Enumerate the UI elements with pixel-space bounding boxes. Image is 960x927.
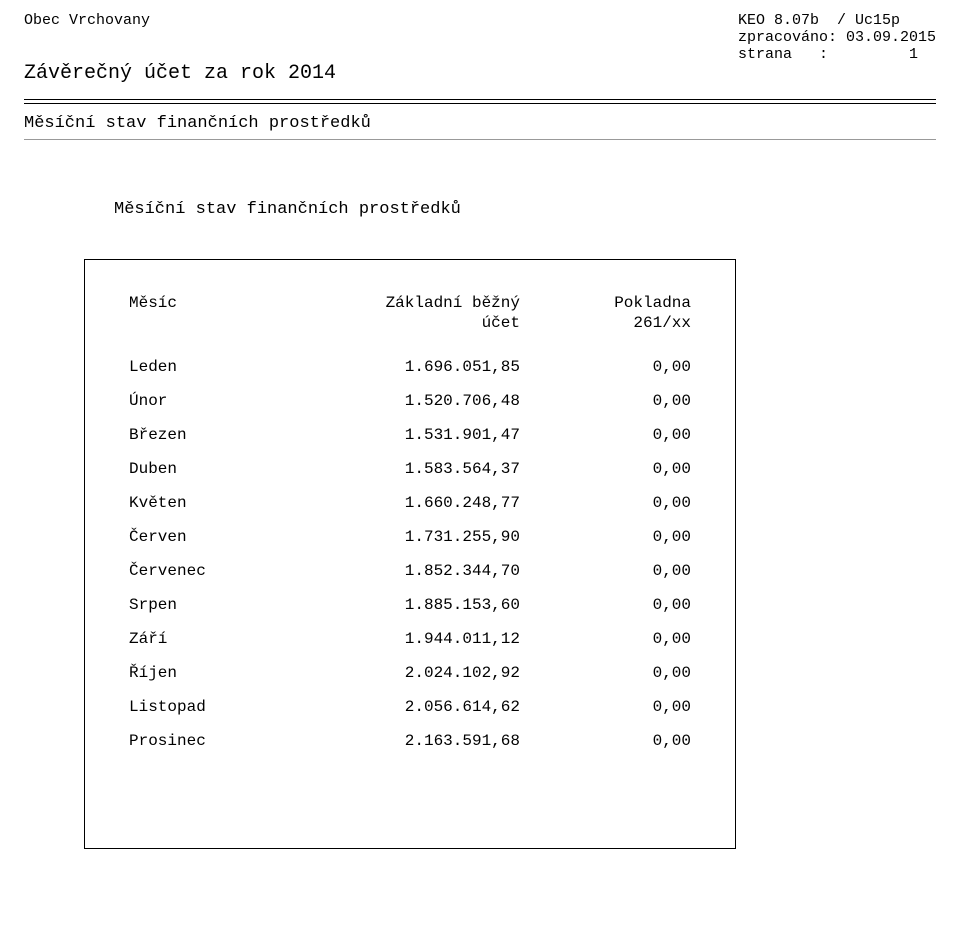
table-row: Červenec1.852.344,700,00 bbox=[125, 554, 695, 588]
section-rule bbox=[24, 139, 936, 140]
processed-date: 03.09.2015 bbox=[846, 29, 936, 46]
table-row: Únor1.520.706,480,00 bbox=[125, 384, 695, 418]
cell-cash: 0,00 bbox=[524, 690, 695, 724]
page-line: strana : 1 bbox=[738, 46, 936, 63]
cell-month: Únor bbox=[125, 384, 307, 418]
cell-account: 1.944.011,12 bbox=[307, 622, 524, 656]
cell-month: Březen bbox=[125, 418, 307, 452]
cell-month: Duben bbox=[125, 452, 307, 486]
cell-cash: 0,00 bbox=[524, 486, 695, 520]
table-row: Duben1.583.564,370,00 bbox=[125, 452, 695, 486]
cell-cash: 0,00 bbox=[524, 724, 695, 758]
cell-month: Srpen bbox=[125, 588, 307, 622]
double-rule-bottom bbox=[24, 103, 936, 104]
table-row: Březen1.531.901,470,00 bbox=[125, 418, 695, 452]
body-title: Měsíční stav finančních prostředků bbox=[114, 200, 936, 219]
cell-cash: 0,00 bbox=[524, 452, 695, 486]
page: Obec Vrchovany KEO 8.07b / Uc15p zpracov… bbox=[0, 0, 960, 873]
cell-account: 1.696.051,85 bbox=[307, 350, 524, 384]
cell-account: 1.885.153,60 bbox=[307, 588, 524, 622]
cell-month: Červen bbox=[125, 520, 307, 554]
table-row: Listopad2.056.614,620,00 bbox=[125, 690, 695, 724]
cell-cash: 0,00 bbox=[524, 418, 695, 452]
cell-month: Květen bbox=[125, 486, 307, 520]
page-number: 1 bbox=[909, 46, 918, 63]
table-row: Srpen1.885.153,600,00 bbox=[125, 588, 695, 622]
processed-line: zpracováno: 03.09.2015 bbox=[738, 29, 936, 46]
data-box: Měsíc Základní běžný Pokladna účet 261/x… bbox=[84, 259, 736, 849]
cell-account: 1.660.248,77 bbox=[307, 486, 524, 520]
cell-account: 2.024.102,92 bbox=[307, 656, 524, 690]
report-title: Závěrečný účet za rok 2014 bbox=[24, 62, 936, 85]
system-line: KEO 8.07b / Uc15p bbox=[738, 12, 936, 29]
org-name: Obec Vrchovany bbox=[24, 12, 150, 29]
col-header-month: Měsíc bbox=[125, 286, 307, 314]
col-header-account-line2: účet bbox=[307, 314, 524, 350]
col-header-cash-line1: Pokladna bbox=[524, 286, 695, 314]
cell-month: Leden bbox=[125, 350, 307, 384]
cell-account: 1.520.706,48 bbox=[307, 384, 524, 418]
table-header-row-1: Měsíc Základní běžný Pokladna bbox=[125, 286, 695, 314]
header-right-block: KEO 8.07b / Uc15p zpracováno: 03.09.2015… bbox=[738, 12, 936, 63]
finance-table: Měsíc Základní běžný Pokladna účet 261/x… bbox=[125, 286, 695, 758]
cell-cash: 0,00 bbox=[524, 588, 695, 622]
cell-account: 1.583.564,37 bbox=[307, 452, 524, 486]
cell-account: 2.163.591,68 bbox=[307, 724, 524, 758]
double-rule-top bbox=[24, 99, 936, 100]
table-row: Září1.944.011,120,00 bbox=[125, 622, 695, 656]
cell-account: 2.056.614,62 bbox=[307, 690, 524, 724]
cell-month: Červenec bbox=[125, 554, 307, 588]
cell-month: Říjen bbox=[125, 656, 307, 690]
table-row: Leden1.696.051,850,00 bbox=[125, 350, 695, 384]
cell-cash: 0,00 bbox=[524, 384, 695, 418]
table-row: Říjen2.024.102,920,00 bbox=[125, 656, 695, 690]
cell-cash: 0,00 bbox=[524, 554, 695, 588]
col-header-account-line1: Základní běžný bbox=[307, 286, 524, 314]
processed-label: zpracováno: bbox=[738, 29, 837, 46]
cell-month: Listopad bbox=[125, 690, 307, 724]
table-row: Prosinec2.163.591,680,00 bbox=[125, 724, 695, 758]
cell-account: 1.531.901,47 bbox=[307, 418, 524, 452]
document-header: Obec Vrchovany KEO 8.07b / Uc15p zpracov… bbox=[24, 12, 936, 99]
col-header-cash-line2: 261/xx bbox=[524, 314, 695, 350]
cell-account: 1.731.255,90 bbox=[307, 520, 524, 554]
table-row: Květen1.660.248,770,00 bbox=[125, 486, 695, 520]
table-body: Leden1.696.051,850,00Únor1.520.706,480,0… bbox=[125, 350, 695, 758]
cell-cash: 0,00 bbox=[524, 656, 695, 690]
table-row: Červen1.731.255,900,00 bbox=[125, 520, 695, 554]
cell-month: Září bbox=[125, 622, 307, 656]
table-header-row-2: účet 261/xx bbox=[125, 314, 695, 350]
cell-month: Prosinec bbox=[125, 724, 307, 758]
section-title: Měsíční stav finančních prostředků bbox=[24, 114, 936, 133]
cell-cash: 0,00 bbox=[524, 350, 695, 384]
col-header-month-blank bbox=[125, 314, 307, 350]
cell-cash: 0,00 bbox=[524, 622, 695, 656]
cell-cash: 0,00 bbox=[524, 520, 695, 554]
page-label: strana : bbox=[738, 46, 828, 63]
cell-account: 1.852.344,70 bbox=[307, 554, 524, 588]
